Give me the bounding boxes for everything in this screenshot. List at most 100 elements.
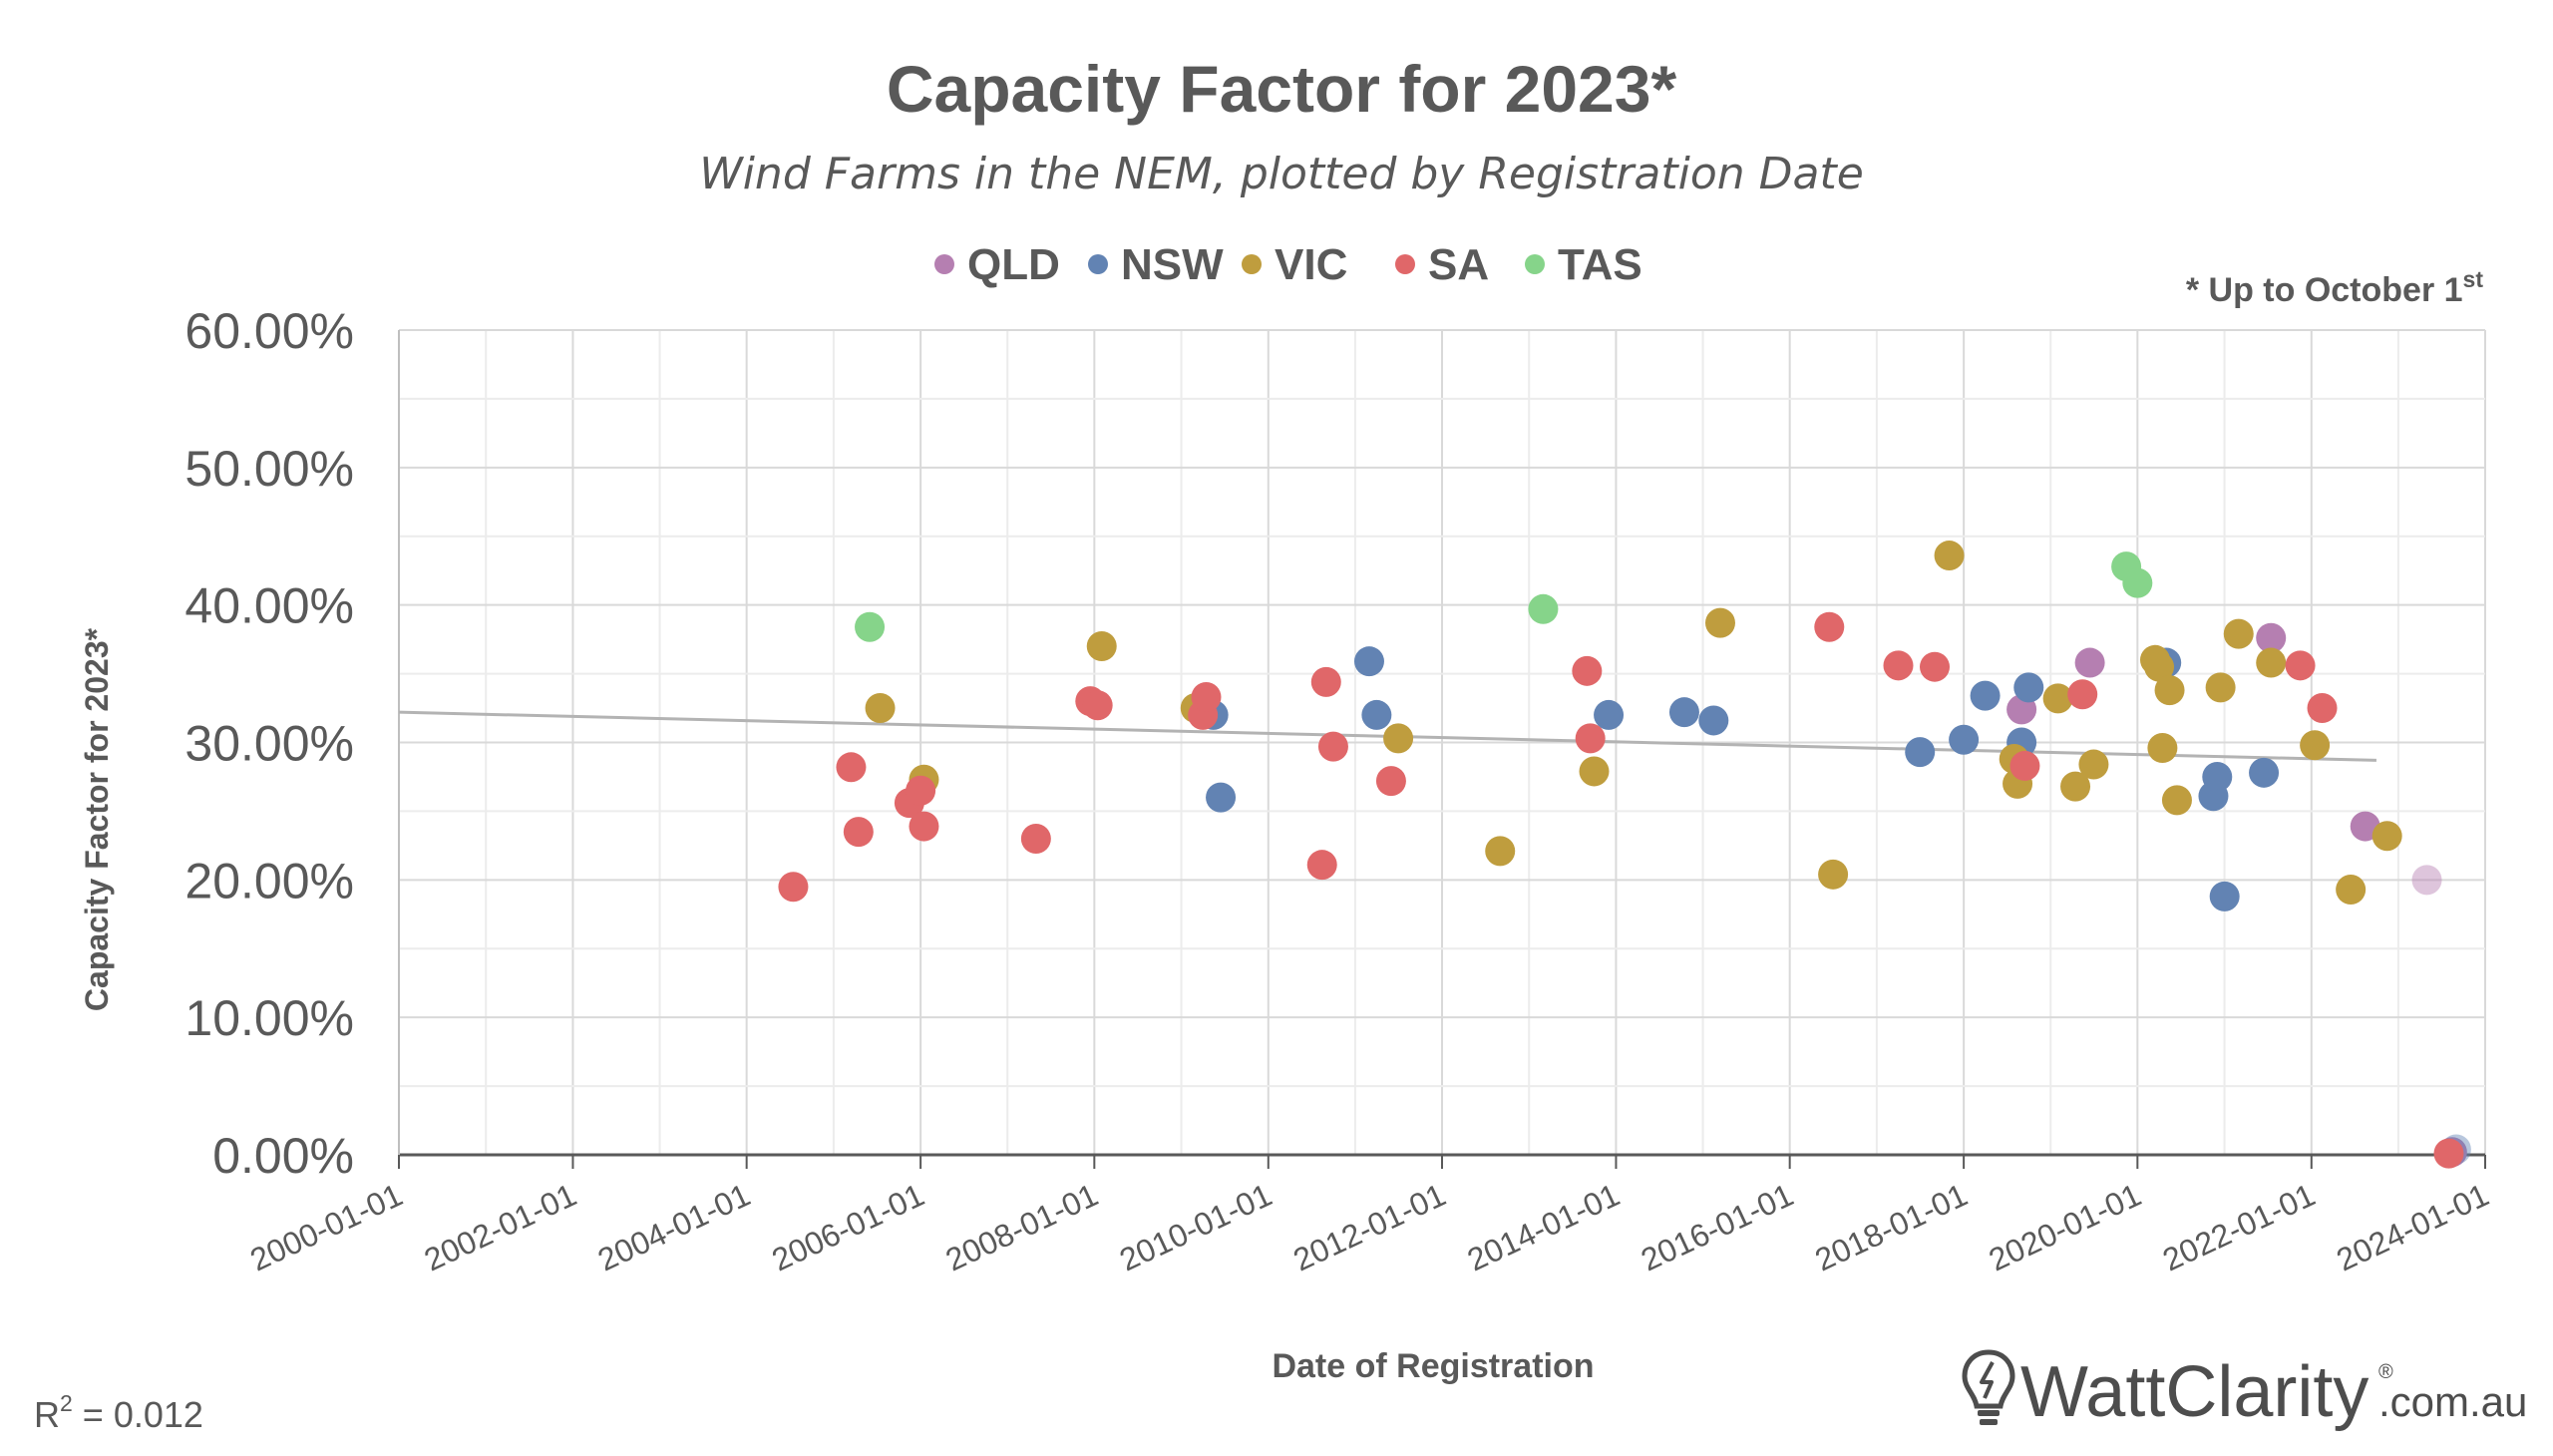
data-point-sa — [2433, 1138, 2464, 1169]
x-axis-ticks: 2000-01-01 2002-01-01 2004-01-01 2006-01-01… — [244, 1155, 2494, 1278]
data-point-nsw — [2249, 757, 2280, 788]
data-point-sa — [2285, 650, 2316, 681]
legend-marker — [1088, 254, 1108, 274]
series-sa — [778, 611, 2464, 1169]
y-tick-label: 20.00% — [184, 853, 354, 909]
data-point-sa — [2067, 679, 2098, 710]
legend-item-tas: TAS — [1525, 240, 1642, 289]
x-tick-label: 2018-01-01 — [1810, 1177, 1974, 1278]
footnote: * Up to October 1st — [2186, 266, 2483, 309]
y-axis-ticks: 0.00% 10.00% 20.00% 30.00% 40.00% 50.00% 60.00… — [184, 303, 354, 1184]
legend-label: QLD — [967, 240, 1060, 289]
data-point-vic — [2154, 675, 2185, 706]
data-point-sa — [1306, 850, 1337, 881]
legend-label: SA — [1428, 240, 1489, 289]
data-point-sa — [1920, 651, 1951, 682]
data-point-vic — [1704, 607, 1735, 638]
data-point-nsw — [1970, 680, 2001, 711]
data-point-vic — [2042, 683, 2073, 714]
data-point-nsw — [1668, 697, 1699, 728]
data-point-vic — [2060, 771, 2091, 802]
data-point-sa — [1814, 611, 1845, 642]
x-tick-label: 2010-01-01 — [1114, 1177, 1277, 1278]
data-point-tas — [2122, 567, 2153, 598]
data-point-sa — [906, 775, 936, 806]
data-point-vic — [1579, 756, 1610, 787]
data-point-vic — [1485, 836, 1516, 867]
x-tick-label: 2020-01-01 — [1984, 1177, 2147, 1278]
data-point-vic — [2336, 874, 2367, 905]
legend-label: NSW — [1121, 240, 1224, 289]
data-point-nsw — [1353, 646, 1384, 677]
chart-title: Capacity Factor for 2023* — [887, 52, 1677, 126]
data-point-sa — [2009, 750, 2040, 781]
data-point-vic — [2371, 821, 2402, 852]
r-squared-exponent: 2 — [60, 1390, 73, 1416]
data-point-nsw — [1361, 699, 1392, 730]
x-tick-label: 2024-01-01 — [2331, 1177, 2494, 1278]
x-axis-title: Date of Registration — [1272, 1347, 1594, 1385]
x-tick-label: 2012-01-01 — [1287, 1177, 1451, 1278]
data-point-sa — [1572, 655, 1603, 686]
y-tick-label: 30.00% — [184, 716, 354, 772]
logo-wordmark: WattClarity — [2020, 1352, 2369, 1432]
data-point-nsw — [1594, 699, 1625, 730]
legend-item-sa: SA — [1395, 240, 1489, 289]
data-point-sa — [778, 872, 809, 903]
legend-marker — [1395, 254, 1415, 274]
series-tas — [855, 551, 2153, 642]
y-tick-label: 60.00% — [184, 303, 354, 359]
footnote-text: * Up to October 1 — [2186, 271, 2463, 309]
legend-label: TAS — [1558, 240, 1642, 289]
data-point-sa — [1020, 823, 1051, 854]
logo-registered-mark: ® — [2378, 1361, 2393, 1383]
data-point-sa — [836, 752, 867, 783]
data-point-nsw — [2013, 672, 2044, 703]
data-point-sa — [1883, 650, 1914, 681]
data-point-vic — [1383, 723, 1414, 754]
data-point-nsw — [1206, 782, 1237, 813]
data-point-nsw — [1698, 705, 1729, 736]
data-point-nsw — [1905, 737, 1936, 768]
footnote-superscript: st — [2463, 266, 2484, 292]
x-tick-label: 2004-01-01 — [592, 1177, 756, 1278]
data-point-qld — [2074, 647, 2105, 678]
data-point-sa — [1375, 766, 1406, 797]
data-point-vic — [2078, 749, 2109, 780]
data-point-vic — [1818, 859, 1849, 890]
data-point-sa — [1575, 723, 1606, 754]
legend: QLD NSW VIC SA TAS — [934, 240, 1642, 289]
x-tick-label: 2016-01-01 — [1636, 1177, 1799, 1278]
y-tick-label: 0.00% — [212, 1128, 354, 1184]
data-point-sa — [1317, 731, 1348, 762]
x-tick-label: 2000-01-01 — [244, 1177, 408, 1278]
data-point-nsw — [2202, 761, 2233, 792]
data-point-vic — [2300, 730, 2331, 761]
legend-label: VIC — [1275, 240, 1347, 289]
data-point-sa — [1310, 666, 1341, 697]
data-point-tas — [1528, 593, 1559, 624]
r-squared-value: = 0.012 — [73, 1394, 203, 1435]
data-point-vic — [2256, 647, 2287, 678]
data-points — [778, 541, 2471, 1169]
data-point-vic — [2147, 733, 2178, 764]
r-squared-symbol: R — [34, 1394, 60, 1435]
lightbulb-icon — [1962, 1349, 2015, 1425]
data-point-nsw — [1949, 724, 1980, 755]
x-tick-label: 2014-01-01 — [1462, 1177, 1626, 1278]
legend-marker — [1242, 254, 1262, 274]
x-tick-label: 2008-01-01 — [940, 1177, 1104, 1278]
legend-item-vic: VIC — [1242, 240, 1347, 289]
x-tick-label: 2006-01-01 — [767, 1177, 930, 1278]
data-point-sa — [1082, 690, 1113, 721]
series-vic — [865, 541, 2402, 905]
logo-suffix: .com.au — [2378, 1378, 2527, 1425]
data-point-vic — [2161, 785, 2192, 816]
legend-item-qld: QLD — [934, 240, 1060, 289]
data-point-qld — [2256, 622, 2287, 653]
y-axis-title: Capacity Factor for 2023* — [79, 627, 115, 1011]
data-point-qld — [2411, 865, 2442, 896]
data-point-vic — [865, 693, 896, 724]
data-point-vic — [2144, 651, 2175, 682]
